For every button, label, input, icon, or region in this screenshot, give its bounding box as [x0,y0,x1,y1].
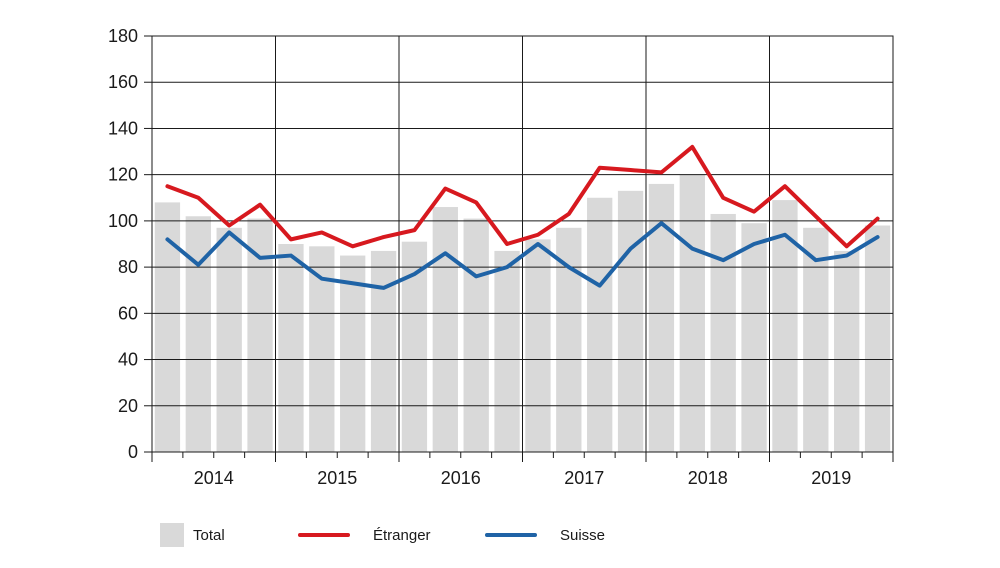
legend-label-etranger: Étranger [373,527,431,544]
bar-total [617,190,644,452]
bar-total [370,250,397,452]
y-tick-label: 180 [108,26,138,46]
y-tick-label: 40 [118,350,138,370]
bar-total [432,207,458,452]
y-tick-label: 20 [118,396,138,416]
legend: Total Étranger Suisse [160,523,605,547]
legend-label-total: Total [193,527,225,544]
x-tick-label: 2016 [441,468,481,488]
axis-layer: 0 20 40 60 80 100 120 140 160 180 2014 2015 2016 2017… [108,26,894,488]
bar-total [185,216,211,452]
series-line-suisse [165,221,880,290]
bar-total [216,227,242,452]
lines-layer [165,144,880,290]
y-tick-label: 140 [108,118,138,138]
y-tick-label: 100 [108,211,138,231]
y-tick-label: 120 [108,165,138,185]
x-tick-label: 2017 [564,468,604,488]
bar-total [494,250,520,452]
bar-total [803,227,829,452]
bar-total [340,255,366,452]
bar-total [587,197,613,452]
legend-swatch-total [160,523,184,547]
series-line-etranger [165,144,880,249]
x-tick-label: 2018 [688,468,728,488]
y-tick-label: 80 [118,257,138,277]
x-tick-label: 2014 [194,468,234,488]
x-tick-label: 2015 [317,468,357,488]
y-tick-label: 0 [128,442,138,462]
bar-total [463,218,489,452]
bar-total [741,223,767,452]
legend-label-suisse: Suisse [560,527,605,544]
bar-total [834,250,860,452]
x-tick-label: 2019 [811,468,851,488]
bar-total [525,239,551,452]
bar-total [247,218,273,452]
bar-total [710,213,736,452]
y-tick-label: 60 [118,303,138,323]
bar-total [278,244,304,452]
y-tick-label: 160 [108,72,138,92]
bar-total [864,225,891,452]
